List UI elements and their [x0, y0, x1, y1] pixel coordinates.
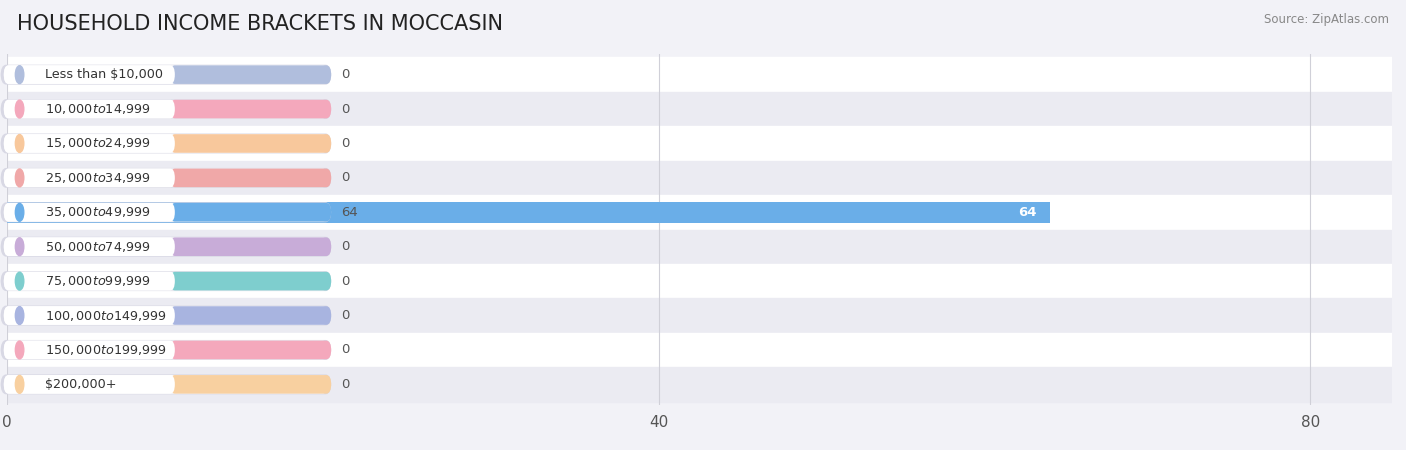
FancyBboxPatch shape	[0, 271, 332, 291]
FancyBboxPatch shape	[0, 306, 332, 325]
Circle shape	[15, 306, 24, 324]
FancyBboxPatch shape	[0, 237, 332, 256]
Text: 64: 64	[342, 206, 357, 219]
FancyBboxPatch shape	[170, 203, 332, 221]
Text: $200,000+: $200,000+	[45, 378, 117, 391]
FancyBboxPatch shape	[4, 272, 174, 290]
Circle shape	[15, 66, 24, 84]
FancyBboxPatch shape	[0, 168, 332, 188]
Text: 0: 0	[342, 378, 350, 391]
Bar	[7, 126, 1392, 161]
Text: $15,000 to $24,999: $15,000 to $24,999	[45, 136, 150, 150]
Text: 0: 0	[342, 171, 350, 184]
FancyBboxPatch shape	[4, 169, 174, 187]
Text: $100,000 to $149,999: $100,000 to $149,999	[45, 309, 167, 323]
FancyBboxPatch shape	[4, 375, 174, 394]
Bar	[7, 195, 1392, 230]
FancyBboxPatch shape	[4, 306, 328, 325]
Bar	[7, 264, 1392, 298]
Text: HOUSEHOLD INCOME BRACKETS IN MOCCASIN: HOUSEHOLD INCOME BRACKETS IN MOCCASIN	[17, 14, 503, 33]
Text: $50,000 to $74,999: $50,000 to $74,999	[45, 240, 150, 254]
Text: 0: 0	[342, 240, 350, 253]
FancyBboxPatch shape	[4, 272, 328, 290]
FancyBboxPatch shape	[4, 238, 174, 256]
Circle shape	[15, 135, 24, 153]
FancyBboxPatch shape	[170, 134, 332, 153]
FancyBboxPatch shape	[0, 202, 332, 222]
FancyBboxPatch shape	[170, 272, 332, 290]
Text: $150,000 to $199,999: $150,000 to $199,999	[45, 343, 167, 357]
FancyBboxPatch shape	[4, 65, 174, 84]
FancyBboxPatch shape	[4, 238, 328, 256]
Bar	[7, 92, 1392, 126]
Bar	[7, 58, 1392, 92]
FancyBboxPatch shape	[4, 375, 328, 394]
FancyBboxPatch shape	[0, 374, 332, 394]
FancyBboxPatch shape	[4, 203, 174, 221]
FancyBboxPatch shape	[0, 99, 332, 119]
Text: $10,000 to $14,999: $10,000 to $14,999	[45, 102, 150, 116]
Text: Less than $10,000: Less than $10,000	[45, 68, 163, 81]
Bar	[7, 202, 1050, 223]
FancyBboxPatch shape	[170, 375, 332, 394]
Circle shape	[15, 272, 24, 290]
FancyBboxPatch shape	[170, 341, 332, 359]
FancyBboxPatch shape	[170, 100, 332, 118]
FancyBboxPatch shape	[170, 169, 332, 187]
Text: Source: ZipAtlas.com: Source: ZipAtlas.com	[1264, 14, 1389, 27]
Text: $35,000 to $49,999: $35,000 to $49,999	[45, 205, 150, 219]
FancyBboxPatch shape	[4, 65, 328, 84]
Text: 0: 0	[342, 103, 350, 116]
FancyBboxPatch shape	[170, 306, 332, 325]
Text: 0: 0	[342, 309, 350, 322]
FancyBboxPatch shape	[0, 134, 332, 153]
Text: $75,000 to $99,999: $75,000 to $99,999	[45, 274, 150, 288]
Bar	[7, 230, 1392, 264]
Bar	[7, 367, 1392, 401]
Circle shape	[15, 100, 24, 118]
FancyBboxPatch shape	[4, 134, 328, 153]
Text: 0: 0	[342, 343, 350, 356]
FancyBboxPatch shape	[170, 65, 332, 84]
FancyBboxPatch shape	[4, 306, 174, 325]
Text: 64: 64	[1018, 206, 1036, 219]
Bar	[7, 161, 1392, 195]
Text: 0: 0	[342, 137, 350, 150]
Text: $25,000 to $34,999: $25,000 to $34,999	[45, 171, 150, 185]
FancyBboxPatch shape	[0, 340, 332, 360]
Bar	[7, 333, 1392, 367]
Text: 0: 0	[342, 68, 350, 81]
FancyBboxPatch shape	[4, 203, 328, 221]
Text: 0: 0	[342, 274, 350, 288]
FancyBboxPatch shape	[0, 65, 332, 85]
FancyBboxPatch shape	[170, 238, 332, 256]
Circle shape	[15, 238, 24, 256]
Circle shape	[15, 169, 24, 187]
FancyBboxPatch shape	[4, 100, 328, 118]
Bar	[7, 298, 1392, 333]
FancyBboxPatch shape	[4, 341, 174, 359]
FancyBboxPatch shape	[4, 134, 174, 153]
Circle shape	[15, 341, 24, 359]
Circle shape	[15, 375, 24, 393]
FancyBboxPatch shape	[4, 100, 174, 118]
Circle shape	[15, 203, 24, 221]
FancyBboxPatch shape	[4, 169, 328, 187]
FancyBboxPatch shape	[4, 341, 328, 359]
